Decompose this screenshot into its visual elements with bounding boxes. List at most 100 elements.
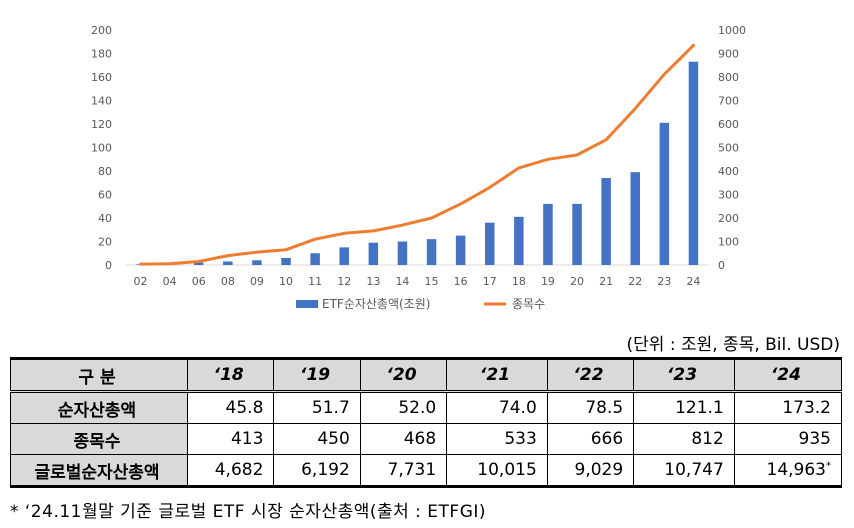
table-header-row: 구 분 ‘18 ‘19 ‘20 ‘21 ‘22 ‘23 ‘24 [10,357,843,393]
table-row: 종목수 413 450 468 533 666 812 935 [10,423,843,455]
table-cell: 74.0 [446,391,548,424]
table-cell: 666 [546,423,635,455]
x-tick-label: 02 [134,275,148,288]
x-tick-label: 22 [628,275,642,288]
x-tick-label: 09 [250,275,264,288]
y-right-tick-label: 800 [718,71,739,84]
y-left-tick-label: 60 [98,189,112,202]
table-header-cell: ‘18 [186,357,275,393]
x-tick-label: 20 [570,275,584,288]
table-cell: 45.8 [186,391,275,424]
bar-06 [194,262,204,265]
y-left-tick-label: 120 [91,118,112,131]
table-cell: 4,682 [186,454,275,488]
y-left-tick-label: 40 [98,212,112,225]
bar-12 [339,247,349,265]
table-cell: 173.2 [733,391,843,424]
table-cell: 51.7 [273,391,361,424]
table-cell: 10,015 [446,454,548,488]
x-tick-label: 14 [395,275,409,288]
y-right-tick-label: 200 [718,212,739,225]
table-cell: 812 [633,423,735,455]
row-label: 글로벌순자산총액 [10,454,188,488]
y-left-tick-label: 180 [91,48,112,61]
y-right-tick-label: 1000 [718,24,746,37]
footnote-mark: * [826,460,831,472]
legend-label-bar: ETF순자산총액(조원) [322,297,430,311]
bar-15 [426,239,437,265]
unit-label: (단위 : 조원, 종목, Bil. USD) [626,335,841,355]
x-tick-label: 11 [308,275,322,288]
y-left-tick-label: 160 [91,71,112,84]
y-right-tick-label: 900 [718,48,739,61]
bar-10 [281,257,291,265]
table-cell: 935 [733,423,843,455]
y-left-tick-label: 100 [91,142,112,155]
y-left-tick-label: 0 [105,259,112,272]
legend-label-line: 종목수 [512,297,545,311]
footnote: * ‘24.11월말 기준 글로벌 ETF 시장 순자산총액(출처 : ETFG… [10,502,487,522]
y-left-tick-label: 140 [91,95,112,108]
x-tick-label: 08 [221,275,235,288]
table-cell: 52.0 [359,391,448,424]
table-cell: 10,747 [633,454,735,488]
y-right-tick-label: 600 [718,118,739,131]
bar-19 [543,203,553,265]
table-row: 순자산총액 45.8 51.7 52.0 74.0 78.5 121.1 173… [10,391,843,424]
y-right-tick-label: 300 [718,189,739,202]
y-right-tick-label: 700 [718,95,739,108]
bar-22 [630,172,640,265]
y-left-tick-label: 20 [98,236,112,249]
table-cell: 413 [186,423,275,455]
table-cell: 7,731 [359,454,448,488]
table-cell-value: 14,963 [766,460,826,480]
table-cell: 78.5 [546,391,635,424]
etf-chart: 0204060801001201401601802000100200300400… [91,24,746,311]
bar-23 [659,122,670,265]
bar-14 [397,241,408,265]
table-cell: 14,963* [733,454,843,488]
x-tick-label: 17 [483,275,497,288]
y-right-tick-label: 0 [718,259,725,272]
table-cell: 533 [446,423,548,455]
y-right-tick-label: 400 [718,165,739,178]
line-series-종목수 [139,43,695,266]
bar-08 [223,261,233,265]
table-header-cell: ‘19 [273,357,361,393]
x-tick-label: 13 [366,275,380,288]
table-header-cell: ‘20 [359,357,448,393]
bar-24 [688,61,699,265]
bar-20 [572,203,582,265]
x-tick-label: 10 [279,275,293,288]
table-cell: 9,029 [546,454,635,488]
table-cell: 468 [359,423,448,455]
row-label: 순자산총액 [10,391,188,424]
table-header-cell: ‘24 [733,357,843,393]
x-tick-label: 23 [657,275,671,288]
y-right-tick-label: 100 [718,236,739,249]
x-tick-label: 06 [192,275,206,288]
table-header-cell: ‘23 [633,357,735,393]
table-header-cell: 구 분 [10,357,188,393]
table-cell: 121.1 [633,391,735,424]
bar-17 [485,222,495,265]
table-header-cell: ‘22 [546,357,635,393]
bar-11 [310,253,320,265]
table-cell: 450 [273,423,361,455]
x-tick-label: 24 [686,275,700,288]
bar-16 [455,235,466,265]
bar-18 [514,216,524,265]
legend-swatch-bar [296,300,318,308]
table-header-cell: ‘21 [446,357,548,393]
x-tick-label: 21 [599,275,613,288]
table-cell: 6,192 [273,454,361,488]
y-left-tick-label: 200 [91,24,112,37]
etf-table: 구 분 ‘18 ‘19 ‘20 ‘21 ‘22 ‘23 ‘24 순자산총액 45… [10,357,843,488]
y-left-tick-label: 80 [98,165,112,178]
bar-13 [368,242,379,265]
x-tick-label: 16 [454,275,468,288]
bar-21 [601,178,611,265]
x-tick-label: 15 [425,275,439,288]
bar-09 [252,260,262,265]
x-tick-label: 18 [512,275,526,288]
